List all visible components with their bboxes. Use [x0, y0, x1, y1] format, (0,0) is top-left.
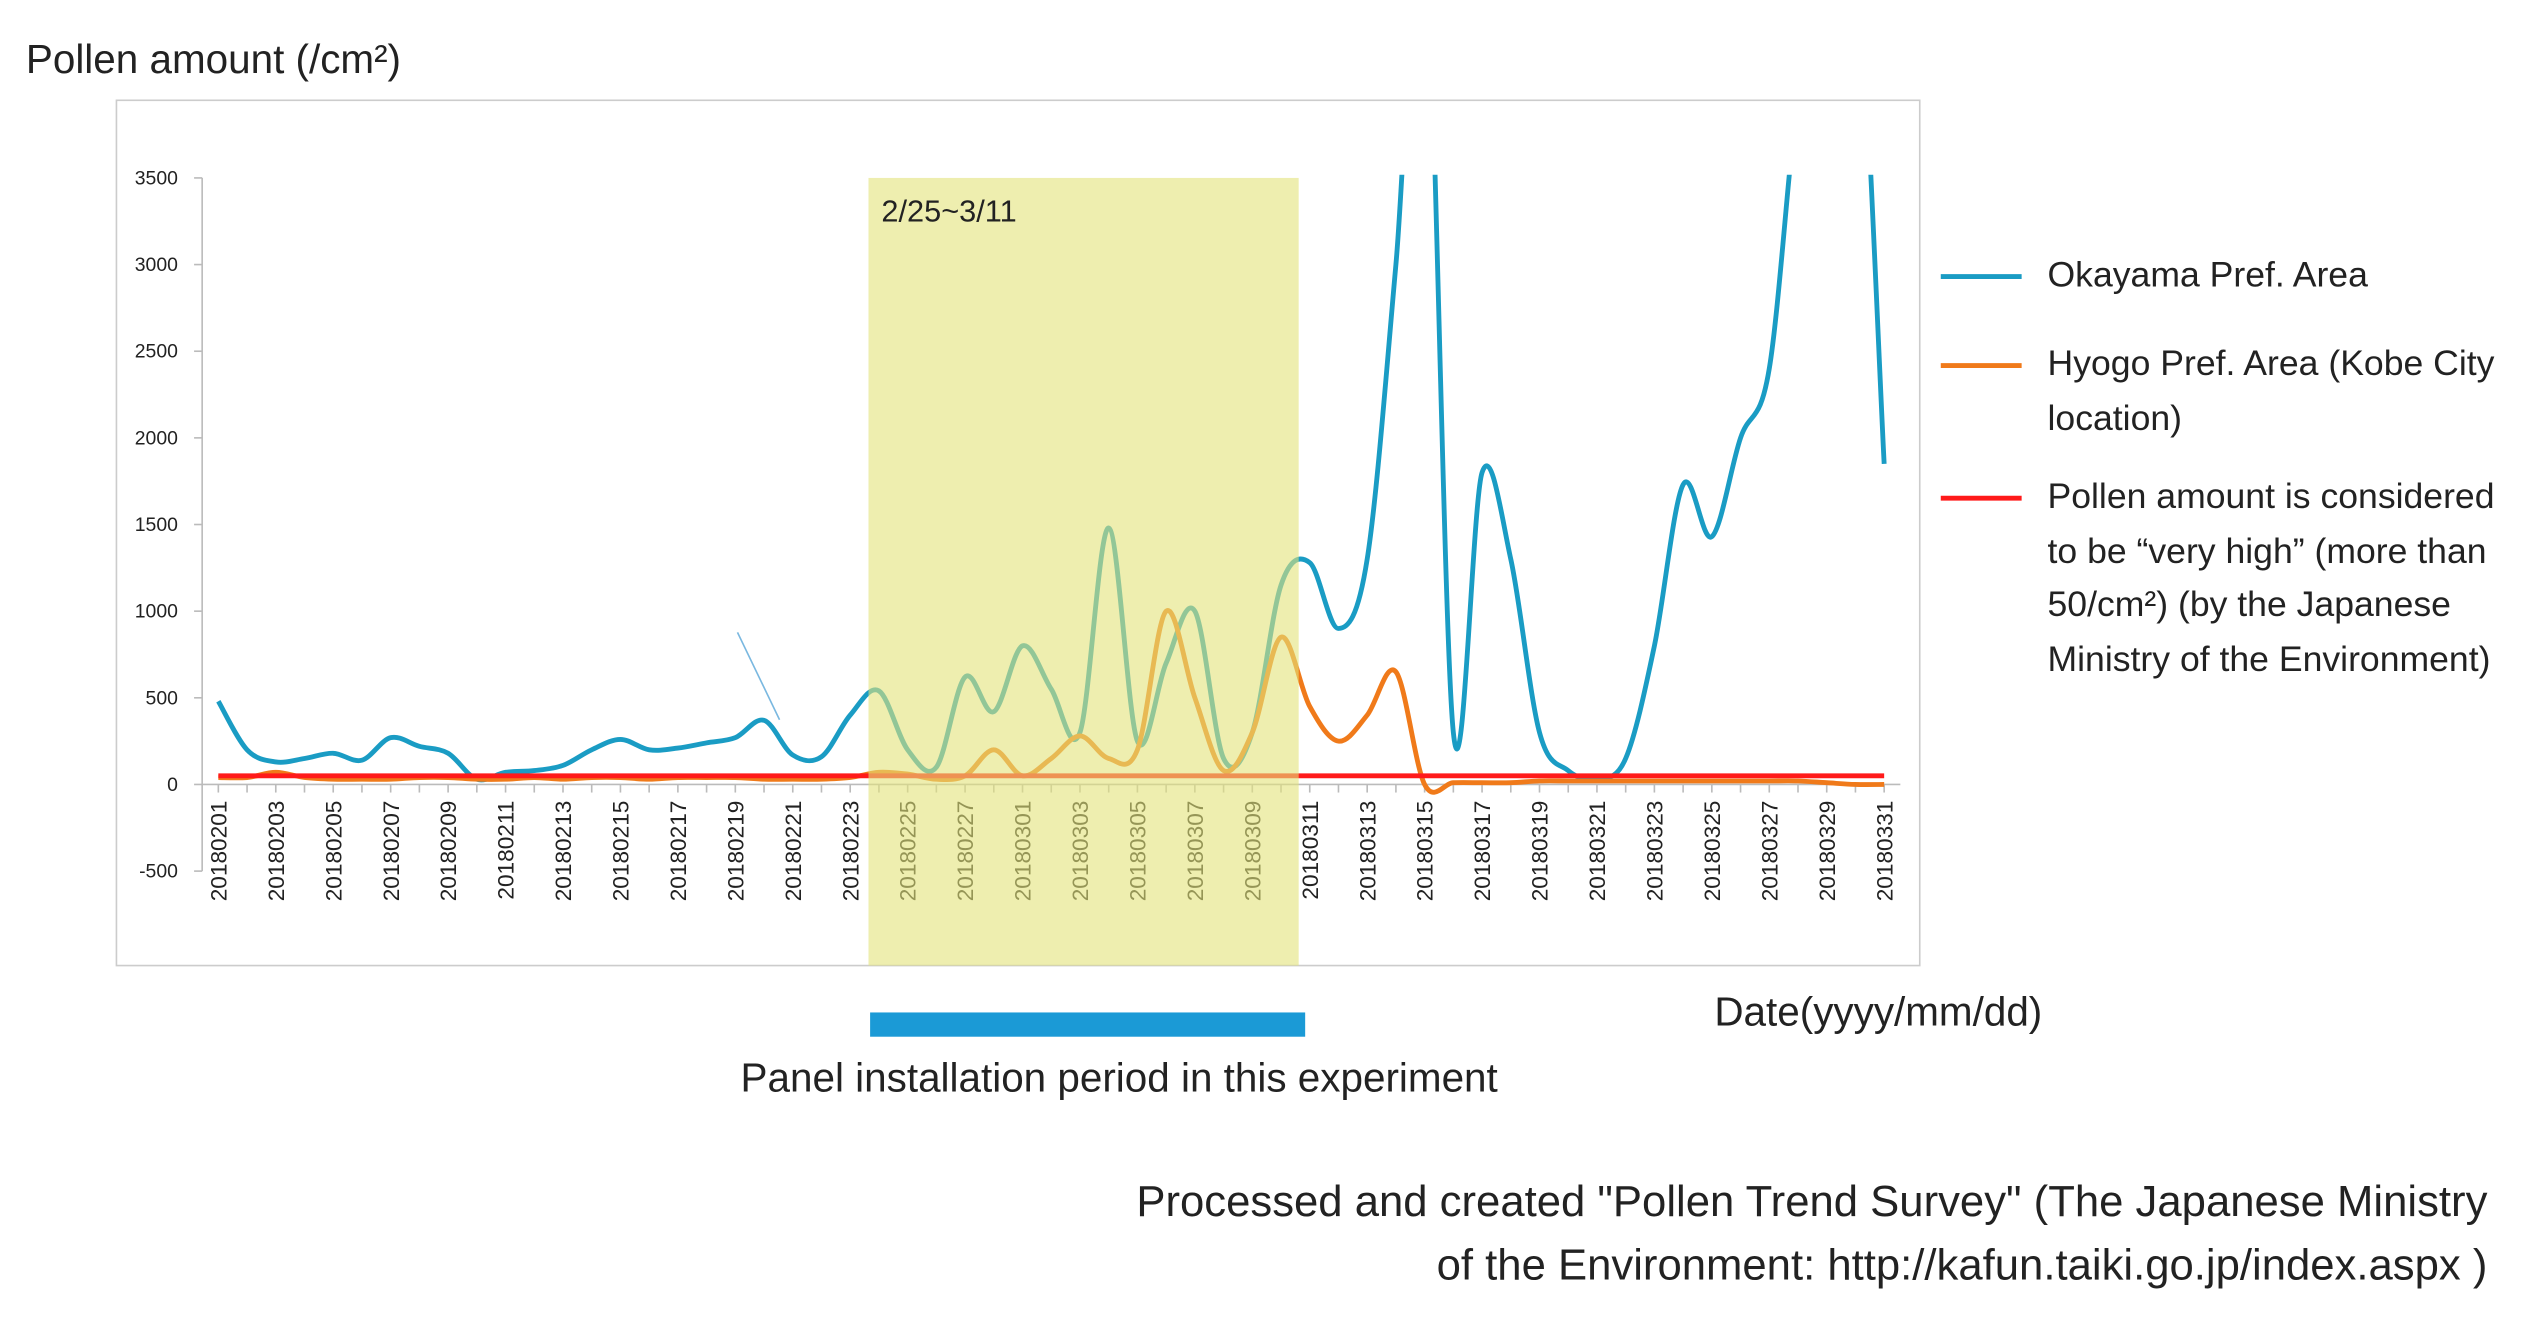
x-tick-label: 20180311 — [1298, 801, 1323, 900]
pointer-arrow — [736, 632, 781, 721]
legend-label: Okayama Pref. Area — [2047, 253, 2368, 295]
highlight-period — [868, 177, 1299, 966]
x-tick-label: 20180223 — [838, 801, 863, 902]
x-tick-label: 20180221 — [781, 801, 806, 902]
y-tick-label: 500 — [146, 687, 179, 709]
x-tick-label: 20180317 — [1470, 801, 1495, 902]
legend-label: Pollen amount is considered to be “very … — [2047, 475, 2495, 679]
x-axis-label: Date(yyyy/mm/dd) — [1714, 988, 2042, 1034]
period-label: Panel installation period in this experi… — [741, 1055, 1498, 1101]
source-line: Processed and created "Pollen Trend Surv… — [1136, 1177, 2487, 1226]
x-tick-label: 20180329 — [1815, 801, 1840, 902]
y-tick-label: 2500 — [135, 341, 178, 363]
x-tick-label: 20180207 — [379, 801, 404, 902]
source-line: of the Environment: http://kafun.taiki.g… — [1437, 1240, 2488, 1289]
annotation: 2/25~3/11 — [881, 194, 1016, 229]
x-tick-label: 20180323 — [1642, 801, 1667, 902]
x-tick-label: 20180205 — [321, 801, 346, 902]
x-tick-label: 20180215 — [609, 801, 634, 902]
legend-entry: Okayama Pref. Area — [2047, 253, 2368, 295]
y-tick-label: 2000 — [135, 427, 178, 449]
x-tick-label: 20180217 — [666, 801, 691, 902]
x-tick-label: 20180219 — [723, 801, 748, 902]
x-tick-label: 20180327 — [1757, 801, 1782, 902]
legend: Okayama Pref. Area Hyogo Pref. Area (Kobe… — [1940, 253, 2495, 679]
x-tick-label: 20180313 — [1355, 801, 1380, 902]
x-tick-label: 20180331 — [1872, 801, 1897, 902]
x-tick-label: 20180201 — [206, 801, 231, 902]
y-tick-label: 0 — [167, 774, 178, 796]
period-bar — [870, 1012, 1306, 1037]
legend-label: Hyogo Pref. Area (Kobe City location) — [2047, 342, 2495, 438]
legend-entry: Hyogo Pref. Area (Kobe City location) — [2047, 342, 2495, 438]
x-tick-label: 20180319 — [1528, 801, 1553, 902]
x-tick-label: 20180209 — [436, 801, 461, 902]
x-tick-label: 20180315 — [1413, 801, 1438, 902]
x-tick-label: 20180325 — [1700, 801, 1725, 902]
legend-entry: Pollen amount is considered to be “very … — [2047, 475, 2495, 679]
y-tick-label: 3000 — [135, 254, 178, 276]
x-tick-label: 20180213 — [551, 801, 576, 902]
y-tick-label: -500 — [139, 861, 178, 883]
y-tick-label: 1500 — [135, 514, 178, 536]
y-axis-label: Pollen amount (/cm²) — [26, 36, 401, 82]
y-tick-label: 3500 — [135, 167, 178, 189]
x-tick-label: 20180203 — [264, 801, 289, 902]
x-tick-label: 20180211 — [494, 801, 519, 900]
y-tick-label: 1000 — [135, 601, 178, 623]
x-tick-label: 20180321 — [1585, 801, 1610, 902]
